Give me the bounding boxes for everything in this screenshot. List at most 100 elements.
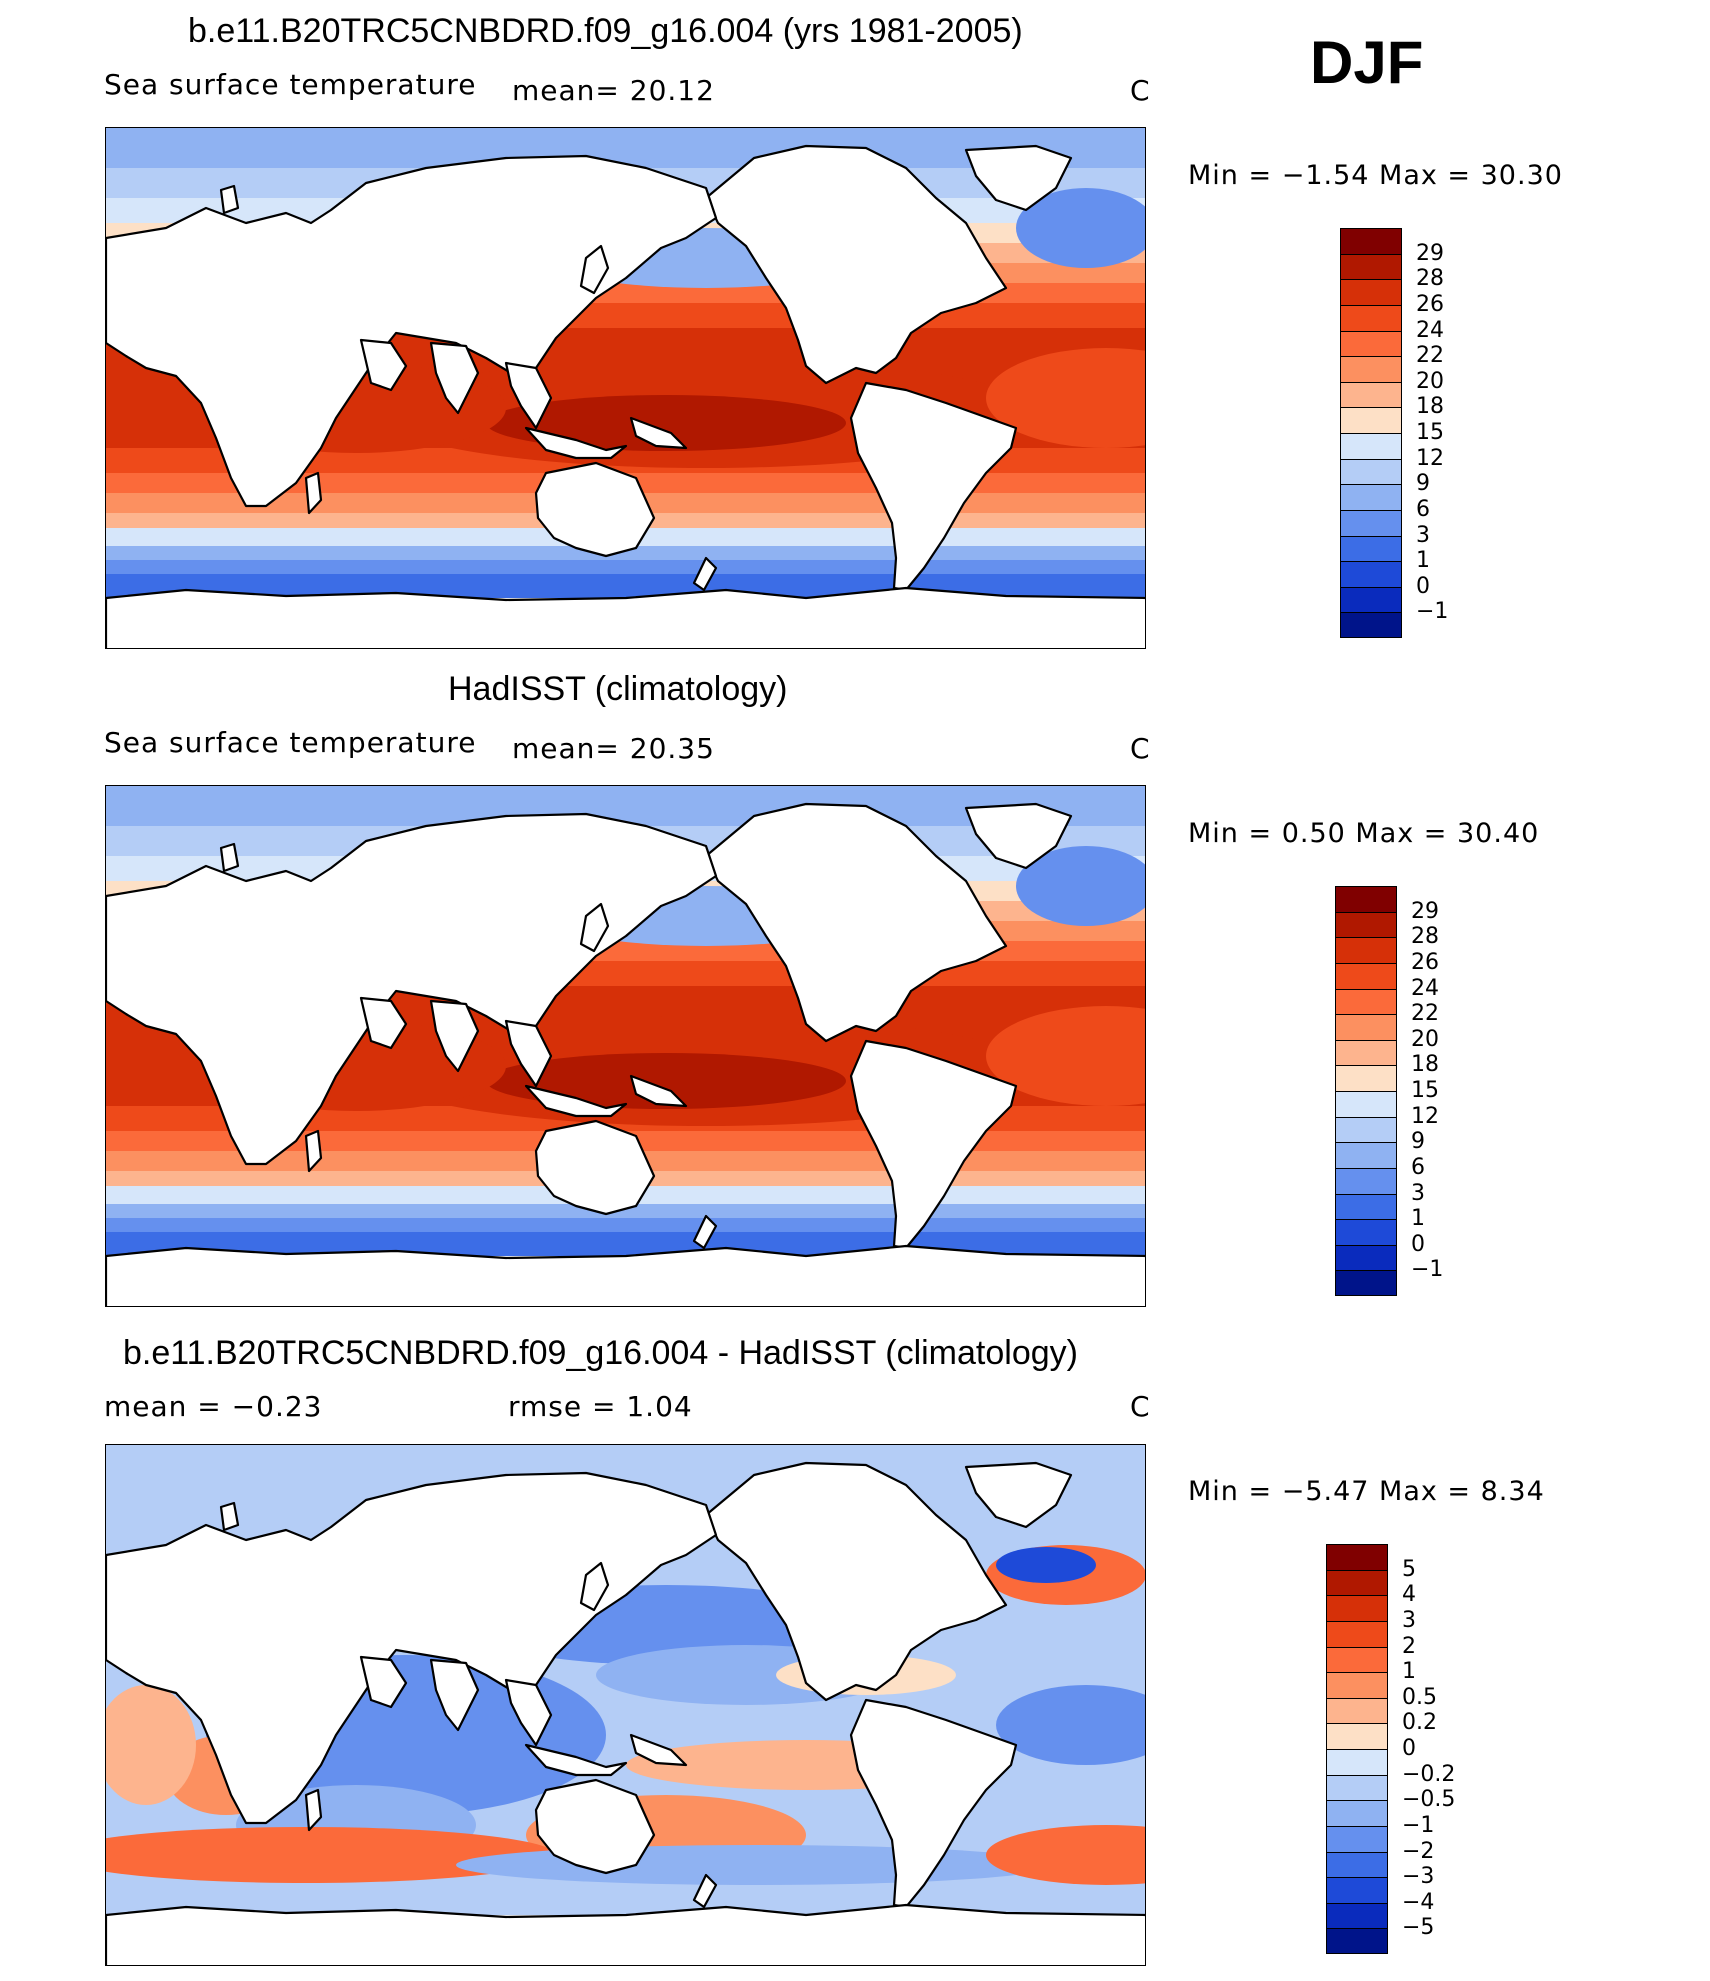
colorbar-swatches [1335,886,1397,1296]
colorbar-tick-label: 1 [1416,548,1430,574]
colorbar-swatch [1336,938,1396,964]
panel2-units: C [1130,732,1151,765]
colorbar-swatch [1327,1826,1387,1853]
colorbar-swatch [1327,1545,1387,1571]
colorbar-swatch [1327,1570,1387,1597]
colorbar-tick-label: 3 [1402,1607,1416,1633]
colorbar-swatch [1341,382,1401,409]
panel1-mean-label: mean= 20.12 [512,74,715,107]
colorbar-swatch [1327,1698,1387,1725]
colorbar-swatch [1341,331,1401,358]
colorbar-swatch [1341,254,1401,281]
colorbar-tick-label: 28 [1416,266,1444,292]
colorbar-swatch [1336,1040,1396,1067]
colorbar-tick-label: −0.2 [1402,1761,1456,1787]
colorbar-tick-label: 28 [1411,924,1439,950]
colorbar-swatch [1336,1271,1396,1295]
colorbar-tick-label: 22 [1416,343,1444,369]
colorbar-swatch [1327,1647,1387,1674]
colorbar-tick-label: 26 [1411,949,1439,975]
colorbar-swatch [1327,1903,1387,1930]
colorbar-swatch [1327,1724,1387,1750]
colorbar-tick-label: 1 [1402,1659,1416,1685]
colorbar-swatches [1340,228,1402,638]
continent-outlines [106,802,1145,1306]
colorbar-tick-label: 3 [1411,1180,1425,1206]
colorbar-tick-label: 3 [1416,522,1430,548]
colorbar-tick-label: −2 [1402,1838,1435,1864]
colorbar-tick-label: 15 [1416,420,1444,445]
colorbar-swatch [1327,1596,1387,1622]
panel2-title: HadISST (climatology) [448,670,788,708]
colorbar-tick-label: 29 [1411,898,1439,924]
colorbar-swatch [1341,229,1401,255]
panel3-mean-label: mean = −0.23 [104,1390,323,1423]
colorbar-swatch [1341,305,1401,332]
panel1-minmax: Min = −1.54 Max = 30.30 [1188,160,1563,191]
colorbar-swatch [1341,510,1401,537]
colorbar-swatch [1336,1245,1396,1272]
colorbar-tick-label: 2 [1402,1633,1416,1659]
colorbar-swatch [1327,1673,1387,1699]
colorbar-tick-label: −1 [1411,1257,1444,1283]
colorbar-swatch [1336,1117,1396,1144]
colorbar-tick-label: 18 [1416,394,1444,420]
colorbar-tick-label: 24 [1416,317,1444,343]
colorbar-swatch [1341,536,1401,563]
colorbar-swatch [1336,887,1396,913]
panel3-rmse-label: rmse = 1.04 [508,1390,693,1423]
continent-outlines [106,1461,1145,1965]
colorbar-swatch [1336,1194,1396,1221]
colorbar-tick-label: −0.5 [1402,1787,1456,1813]
colorbar-tick-label: 12 [1411,1103,1439,1129]
colorbar-swatch [1341,357,1401,383]
colorbar-tick-label: 20 [1416,368,1444,394]
colorbar-tick-label: 0 [1411,1231,1425,1257]
colorbar-swatch [1341,280,1401,306]
colorbar-swatch [1341,434,1401,460]
colorbar-swatches [1326,1544,1388,1954]
panel3-map [105,1444,1146,1966]
colorbar-swatch [1341,459,1401,486]
colorbar-swatch [1341,613,1401,637]
colorbar-swatch [1327,1852,1387,1879]
colorbar-swatch [1327,1929,1387,1953]
colorbar-swatch [1341,562,1401,588]
colorbar-tick-label: 0.5 [1402,1684,1437,1710]
colorbar-tick-label: −5 [1402,1915,1435,1941]
colorbar-swatch [1327,1878,1387,1904]
colorbar-swatch [1341,408,1401,434]
continent-outlines [106,144,1145,648]
season-label: DJF [1310,29,1424,96]
colorbar-swatch [1327,1801,1387,1827]
panel2-mean-label: mean= 20.35 [512,732,715,765]
colorbar-tick-label: 0 [1402,1736,1416,1761]
colorbar-tick-label: 0.2 [1402,1710,1437,1736]
colorbar-tick-label: 20 [1411,1026,1439,1052]
colorbar-tick-label: 5 [1402,1556,1416,1582]
colorbar-tick-label: 24 [1411,975,1439,1001]
colorbar-swatch [1336,1066,1396,1092]
panel1-units: C [1130,74,1151,107]
colorbar-swatch [1336,1015,1396,1041]
panel3-units: C [1130,1390,1151,1423]
panel2-map [105,785,1146,1307]
colorbar-swatch [1336,1168,1396,1195]
colorbar-tick-label: 6 [1411,1154,1425,1180]
panel1-variable-label: Sea surface temperature [104,68,477,101]
colorbar-swatch [1341,587,1401,614]
colorbar-tick-label: 26 [1416,291,1444,317]
colorbar-swatch [1336,989,1396,1016]
colorbar-swatch [1336,1220,1396,1246]
colorbar-tick-label: −1 [1416,599,1449,625]
colorbar-swatch [1327,1775,1387,1802]
colorbar-swatch [1336,963,1396,990]
colorbar-tick-label: −1 [1402,1812,1435,1838]
colorbar-tick-label: 29 [1416,240,1444,266]
colorbar-tick-label: 9 [1411,1129,1425,1155]
colorbar-swatch [1327,1750,1387,1776]
colorbar-tick-label: 1 [1411,1206,1425,1232]
colorbar-swatch [1341,485,1401,511]
colorbar-tick-label: 12 [1416,445,1444,471]
panel2-minmax: Min = 0.50 Max = 30.40 [1188,818,1540,849]
